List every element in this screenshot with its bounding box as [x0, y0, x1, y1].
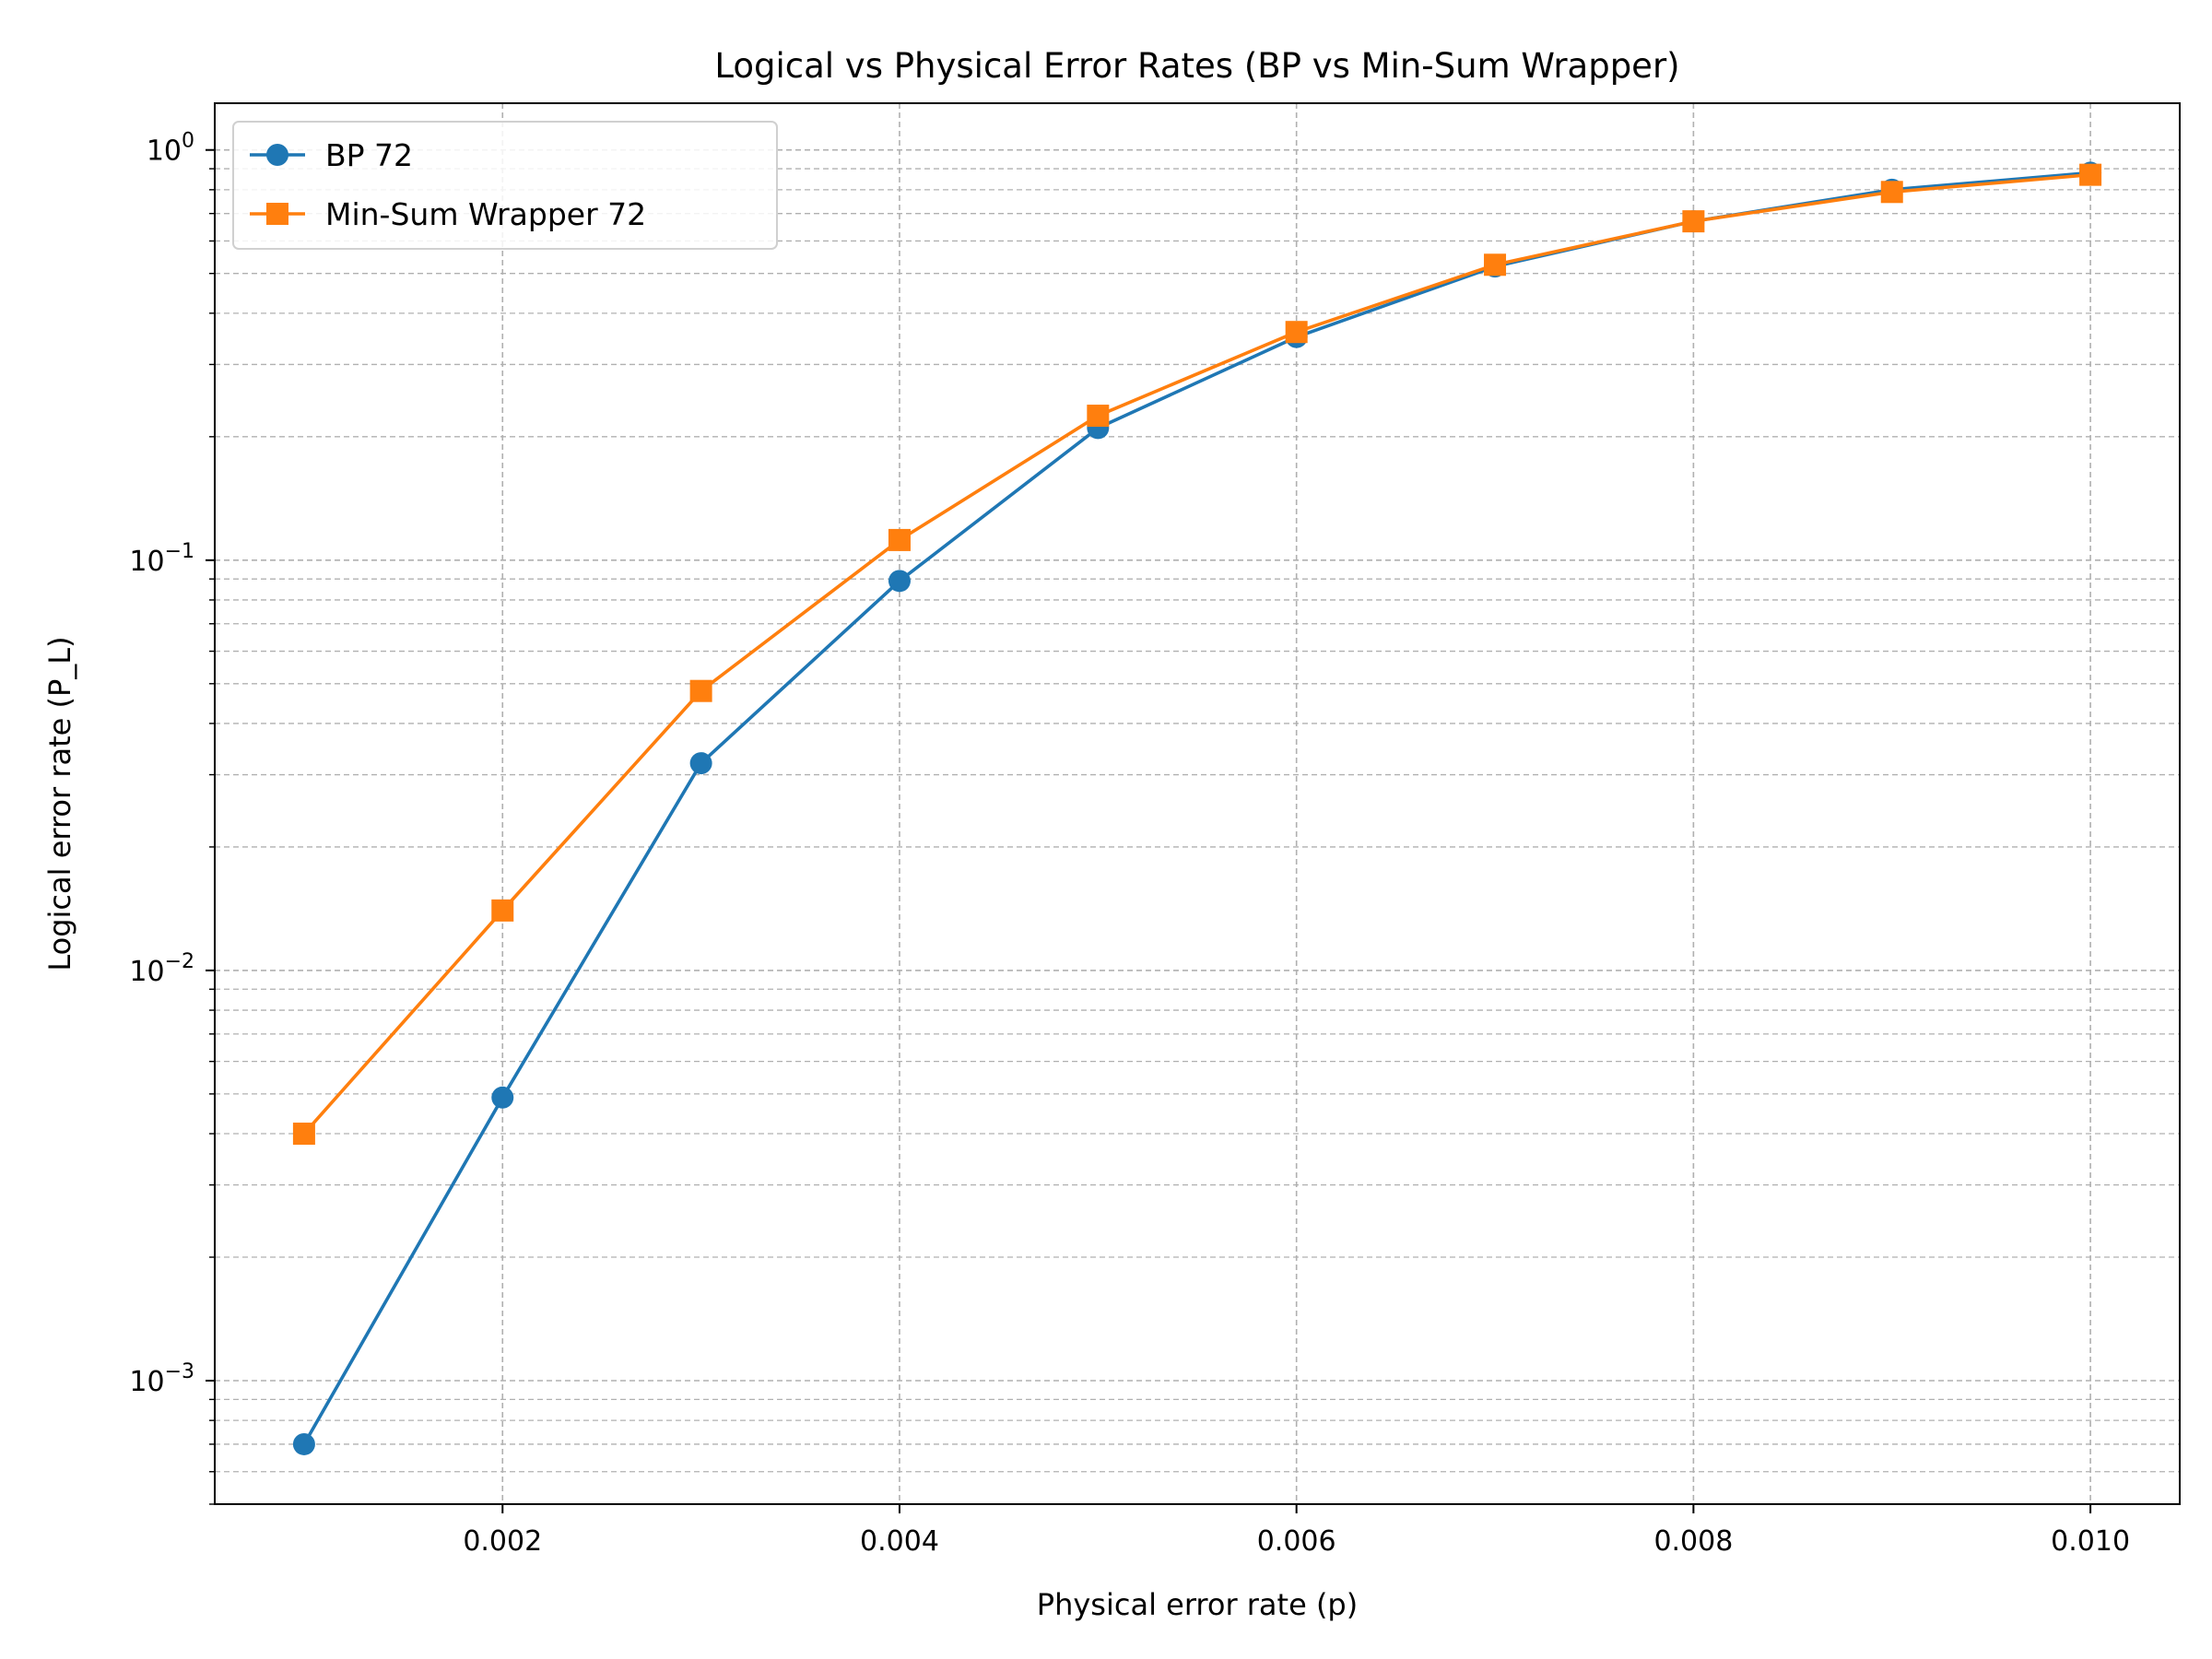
data-point	[491, 1086, 514, 1109]
legend-box	[232, 121, 778, 250]
x-tick-label: 0.008	[1653, 1525, 1733, 1558]
data-point	[689, 752, 712, 775]
chart-title: Logical vs Physical Error Rates (BP vs M…	[714, 46, 1679, 86]
series-min-sum-wrapper-72	[292, 163, 2102, 1146]
legend: BP 72 Min-Sum Wrapper 72	[232, 121, 778, 250]
x-tick-label: 0.010	[2051, 1525, 2130, 1558]
legend-item: Min-Sum Wrapper 72	[250, 196, 646, 232]
legend-item: BP 72	[250, 137, 413, 173]
data-point	[2079, 163, 2102, 186]
data-point	[1880, 181, 1903, 204]
series-layer	[292, 161, 2102, 1455]
x-tick-label: 0.002	[463, 1525, 542, 1558]
y-tick-exponent: −3	[165, 1360, 194, 1383]
y-tick-base: 10	[129, 1366, 164, 1398]
y-tick-exponent: −1	[165, 540, 194, 563]
y-tick-label: 100	[147, 130, 194, 168]
legend-label: BP 72	[325, 137, 413, 173]
legend-marker	[266, 144, 288, 166]
y-tick-label: 10−2	[129, 950, 194, 988]
x-tick-label: 0.004	[860, 1525, 939, 1558]
legend-marker	[266, 203, 288, 225]
plot-frame	[214, 102, 2181, 1505]
grid	[215, 103, 2180, 1505]
y-tick-exponent: 0	[182, 130, 194, 153]
data-point	[1087, 405, 1110, 428]
y-tick-base: 10	[147, 135, 182, 168]
series-line	[302, 172, 2091, 1135]
legend-label: Min-Sum Wrapper 72	[325, 196, 646, 232]
x-axis-label: Physical error rate (p)	[1037, 1587, 1358, 1622]
y-tick-label: 10−1	[129, 540, 194, 578]
data-point	[491, 899, 514, 922]
data-point	[1285, 321, 1308, 344]
data-point	[292, 1432, 315, 1455]
data-point	[292, 1123, 315, 1146]
data-point	[1484, 253, 1507, 276]
y-tick-label: 10−3	[129, 1360, 194, 1398]
x-tick-label: 0.006	[1257, 1525, 1336, 1558]
data-point	[888, 570, 911, 593]
data-point	[689, 679, 712, 702]
y-tick-exponent: −2	[165, 950, 194, 973]
data-point	[1682, 210, 1705, 233]
y-tick-base: 10	[129, 956, 164, 988]
y-tick-base: 10	[129, 546, 164, 578]
y-axis-label: Logical error rate (P_L)	[42, 636, 77, 971]
data-point	[888, 528, 911, 551]
